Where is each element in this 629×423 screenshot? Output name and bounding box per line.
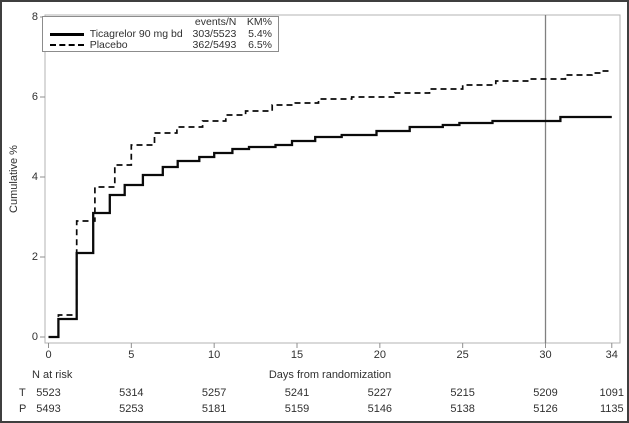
y-tick-label: 2 (31, 251, 38, 263)
risk-value: 5227 (367, 387, 393, 399)
risk-value: 5159 (284, 403, 310, 415)
risk-table-title: N at risk (32, 369, 73, 381)
risk-value: 5209 (533, 387, 558, 399)
risk-value: 5215 (450, 387, 475, 399)
risk-value: 5493 (36, 403, 61, 415)
legend-header-row: events/N KM% (43, 17, 278, 28)
legend-row-ticagrelor: Ticagrelor 90 mg bd 303/5523 5.4% (43, 27, 278, 40)
legend-km-pct: 6.5% (248, 38, 272, 51)
risk-value: 5314 (119, 387, 144, 399)
legend-series-name: Ticagrelor 90 mg bd (89, 27, 183, 40)
legend-row-placebo: Placebo 362/5493 6.5% (43, 38, 278, 51)
x-tick-label: 30 (539, 349, 552, 361)
x-tick-label: 5 (128, 349, 135, 361)
risk-value: 5181 (201, 403, 227, 415)
y-tick-label: 6 (31, 91, 38, 103)
risk-value: 5138 (450, 403, 475, 415)
risk-row-label: P (19, 403, 27, 415)
legend-events-n: 362/5493 (192, 38, 237, 51)
risk-value: 1135 (599, 403, 624, 415)
x-tick-label: 25 (456, 349, 469, 361)
legend-series-name: Placebo (89, 38, 128, 51)
x-tick-label: 0 (45, 349, 52, 361)
dashed-line-swatch-icon (50, 44, 84, 47)
curve-ticagrelor-90-mg-bd (48, 115, 612, 339)
risk-value: 5146 (367, 403, 393, 415)
x-tick-label: 20 (373, 349, 386, 361)
x-tick-label: 10 (208, 349, 221, 361)
y-tick-label: 0 (31, 331, 38, 343)
x-tick-label: 34 (605, 349, 618, 361)
y-tick-label: 4 (31, 171, 38, 183)
risk-value: 5126 (533, 403, 558, 415)
risk-value: 5241 (284, 387, 310, 399)
legend-col2-header: KM% (246, 16, 272, 29)
risk-value: 5523 (36, 387, 61, 399)
risk-value: 5253 (119, 403, 144, 415)
legend-box: events/N KM% Ticagrelor 90 mg bd 303/552… (42, 16, 279, 52)
legend-col1-header: events/N (194, 16, 237, 29)
y-tick-label: 8 (31, 11, 38, 23)
risk-row-label: T (19, 387, 26, 399)
curve-placebo (48, 70, 612, 338)
x-axis-title: Days from randomization (268, 369, 392, 381)
legend-events-n: 303/5523 (192, 27, 237, 40)
risk-value: 1091 (599, 387, 624, 399)
risk-value: 5257 (201, 387, 227, 399)
plot-frame (44, 14, 621, 344)
solid-line-swatch-icon (50, 32, 84, 36)
x-tick-label: 15 (290, 349, 304, 361)
legend-km-pct: 5.4% (248, 27, 272, 40)
